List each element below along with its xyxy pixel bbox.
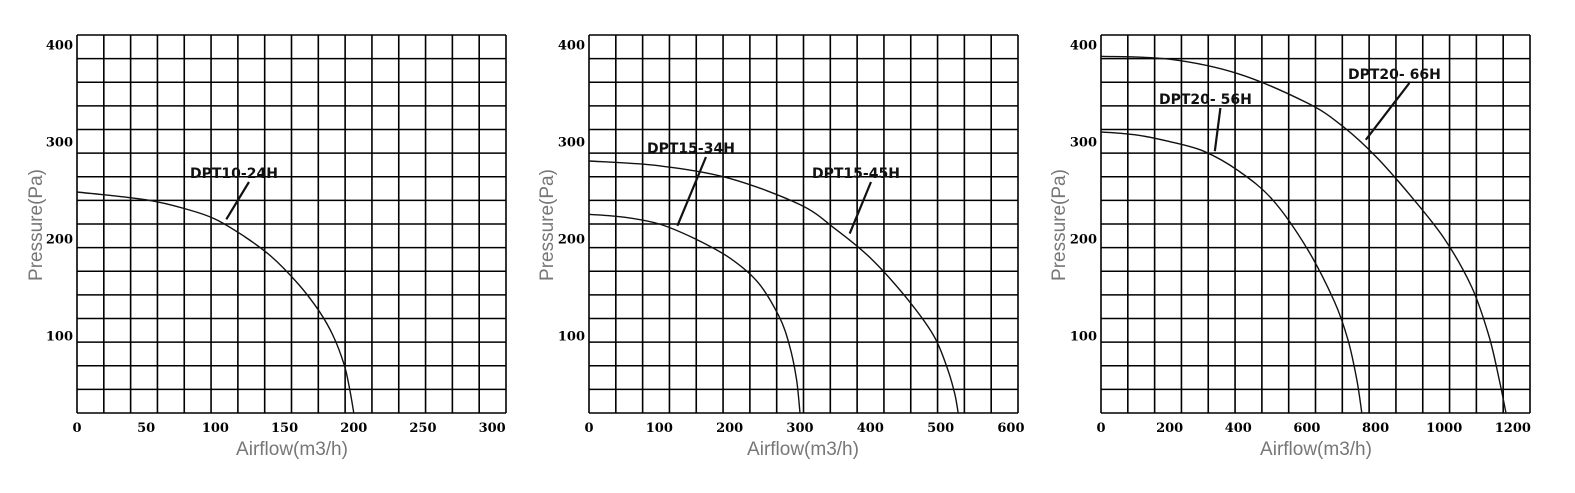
x-tick-label: 250 [409,421,436,436]
series-line [1100,131,1363,414]
chart-1: 0 50 100 150 200 250 300 100 200 300 400 Airflow(m3… [26,34,507,460]
y-tick-label: 200 [558,233,585,248]
x-tick-label: 600 [1293,421,1320,436]
grid [588,34,1019,414]
x-tick-label: 100 [646,421,673,436]
series-label: DPT20- 56H [1159,92,1252,108]
x-tick-label: 0 [72,421,81,436]
y-tick-label: 300 [558,136,585,151]
x-tick-label: 50 [137,421,155,436]
x-tick-label: 150 [271,421,298,436]
series-label-pointer [1213,107,1222,152]
series-label-pointer [676,156,707,227]
series-label-pointer [848,181,872,234]
series-label: DPT15-34H [647,141,735,157]
x-tick-label: 100 [202,421,229,436]
y-tick-label: 400 [46,39,73,54]
y-tick-label: 300 [46,136,73,151]
x-tick-label: 200 [340,421,367,436]
series-line [588,160,959,414]
x-axis-title: Airflow(m3/h) [747,439,859,460]
series-line [76,191,355,414]
x-tick-label: 1000 [1426,421,1462,436]
x-tick-label: 0 [584,421,593,436]
x-tick-label: 800 [1362,421,1389,436]
x-axis-title: Airflow(m3/h) [1260,439,1372,460]
chart-3: 0 200 400 600 800 1000 1200 100 200 300 400 Airflow… [1049,34,1531,460]
y-axis-title: Pressure(Pa) [26,169,47,281]
x-tick-label: 400 [857,421,884,436]
x-tick-label: 500 [927,421,954,436]
y-tick-label: 300 [1070,136,1097,151]
series-label: DPT10-24H [190,166,278,182]
x-tick-label: 0 [1096,421,1105,436]
y-tick-label: 400 [1070,39,1097,54]
y-tick-label: 200 [46,233,73,248]
x-tick-label: 400 [1225,421,1252,436]
series-label: DPT15-45H [812,166,900,182]
y-tick-label: 100 [46,329,73,344]
x-tick-label: 200 [716,421,743,436]
x-tick-label: 300 [786,421,813,436]
x-tick-label: 200 [1156,421,1183,436]
y-tick-label: 100 [1070,329,1097,344]
grid [1100,34,1531,414]
x-tick-label: 300 [479,421,506,436]
x-tick-label: 1200 [1495,421,1531,436]
grid [76,34,507,414]
series-label-pointer [225,181,250,220]
series-line [588,213,801,414]
x-tick-label: 600 [997,421,1024,436]
x-axis-title: Airflow(m3/h) [236,439,348,460]
y-axis-title: Pressure(Pa) [537,169,558,281]
series-line [1100,55,1507,414]
y-axis-title: Pressure(Pa) [1049,169,1070,281]
series-label: DPT20- 66H [1348,67,1441,83]
chart-2: 0 100 200 300 400 500 600 100 200 300 400 Airflow(m… [537,34,1025,460]
y-tick-label: 100 [558,329,585,344]
y-tick-label: 400 [558,39,585,54]
series-label-pointer [1364,82,1411,141]
y-tick-label: 200 [1070,233,1097,248]
